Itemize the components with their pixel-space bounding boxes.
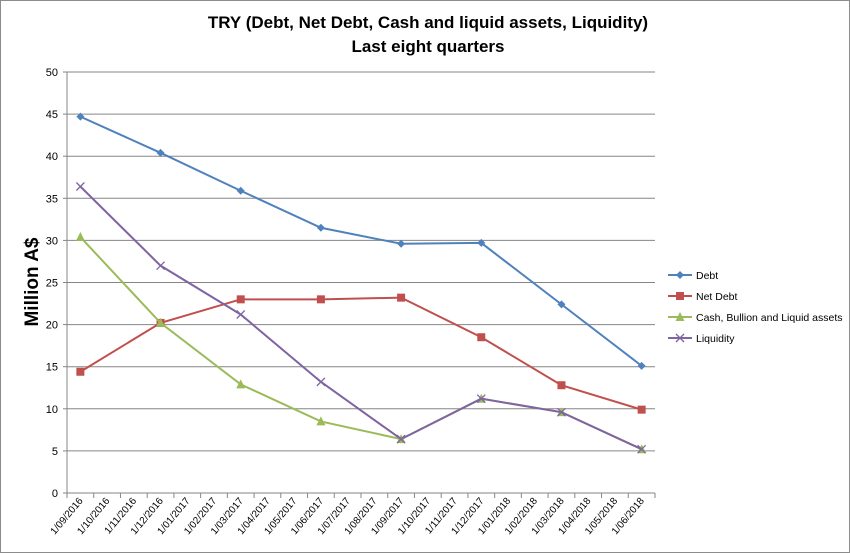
series-line — [79, 115, 643, 367]
data-point — [397, 293, 406, 302]
legend-entry: Cash, Bullion and Liquid assets — [668, 312, 843, 324]
y-tick-labels: 0 5 10 15 20 25 30 35 40 45 50 — [46, 67, 58, 500]
legend-marker — [676, 292, 684, 300]
y-tick-label: 0 — [52, 488, 58, 500]
legend-entry: Debt — [668, 270, 718, 282]
data-point — [556, 407, 566, 417]
data-point — [477, 333, 486, 342]
y-tick-label: 30 — [46, 235, 58, 247]
series-liquidity — [75, 182, 647, 454]
data-point — [76, 112, 85, 121]
data-point — [316, 223, 325, 232]
data-point — [476, 394, 486, 404]
gridlines — [67, 71, 655, 452]
legend-label: Cash, Bullion and Liquid assets — [696, 312, 843, 324]
y-tick-label: 35 — [46, 193, 58, 205]
legend-label: Net Debt — [696, 291, 738, 303]
axes — [63, 71, 656, 498]
series-line — [79, 296, 642, 411]
series-net-debt — [76, 293, 646, 414]
legend-marker — [675, 333, 685, 343]
data-point — [477, 238, 486, 247]
legend-entry: Net Debt — [668, 291, 738, 303]
data-point — [557, 381, 566, 390]
data-point — [316, 377, 326, 387]
y-tick-label: 50 — [46, 67, 58, 79]
series-debt — [76, 112, 646, 370]
legend: Debt Net Debt Cash, Bullion and Liquid ass… — [668, 270, 843, 345]
data-point — [75, 232, 85, 242]
y-axis-label: Million A$ — [22, 237, 43, 326]
series — [75, 112, 647, 454]
data-point — [76, 367, 85, 376]
data-point — [637, 405, 646, 414]
data-point — [75, 182, 85, 191]
data-point — [236, 186, 245, 195]
data-point — [236, 379, 246, 389]
chart-subtitle: Last eight quarters — [351, 37, 504, 56]
data-point — [397, 239, 406, 248]
series-line — [79, 185, 643, 451]
data-point — [236, 295, 245, 304]
data-point — [156, 261, 166, 271]
data-point — [396, 434, 406, 444]
y-tick-label: 40 — [46, 151, 58, 163]
data-point — [236, 310, 246, 319]
legend-label: Liquidity — [696, 333, 735, 345]
data-point — [316, 416, 326, 426]
data-point — [316, 295, 325, 304]
y-tick-label: 45 — [46, 109, 58, 121]
data-point — [156, 148, 165, 157]
legend-label: Debt — [696, 270, 718, 282]
y-tick-label: 10 — [46, 404, 58, 416]
y-tick-label: 5 — [52, 446, 58, 458]
y-tick-label: 15 — [46, 362, 58, 374]
data-point — [557, 300, 566, 309]
data-point — [637, 444, 647, 454]
data-point — [156, 317, 166, 327]
x-tick-labels: 1/09/20161/10/20161/11/20161/12/20161/01… — [49, 496, 648, 537]
data-point — [637, 361, 646, 370]
legend-marker — [675, 312, 685, 321]
legend-marker — [676, 271, 684, 279]
y-tick-label: 25 — [46, 278, 58, 290]
legend-entry: Liquidity — [668, 333, 735, 345]
y-tick-label: 20 — [46, 320, 58, 332]
chart-title: TRY (Debt, Net Debt, Cash and liquid ass… — [208, 13, 648, 32]
